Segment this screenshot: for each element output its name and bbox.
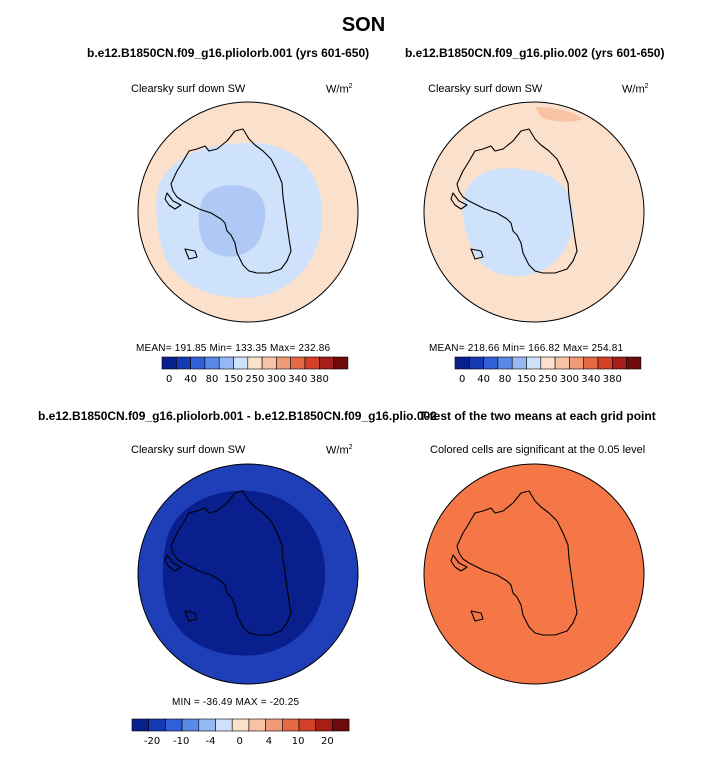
- colorbar-tick-label: 340: [581, 374, 600, 384]
- colorbar-absolute-left: 0 40 80 150 250 300 340 380: [161, 356, 349, 384]
- colorbar-tick-label: -20: [144, 736, 160, 746]
- colorbar-tick-label: 340: [288, 374, 307, 384]
- colorbar-swatch: [554, 356, 570, 370]
- colorbar-swatch: [204, 356, 220, 370]
- colorbar-swatch: [282, 718, 300, 732]
- colorbar-swatch: [233, 356, 249, 370]
- map-light-region: [462, 168, 574, 277]
- colorbar-tick-label: 4: [266, 736, 272, 746]
- map-plio: [423, 101, 645, 323]
- colorbar-swatch: [161, 356, 177, 370]
- units-label: W/m2: [622, 83, 649, 96]
- map-mid-region: [198, 185, 266, 257]
- units-label: W/m2: [326, 444, 353, 457]
- colorbar-tick-label: 0: [166, 374, 172, 384]
- colorbar-swatch: [181, 718, 200, 732]
- colorbar-tick-label: 380: [603, 374, 622, 384]
- colorbar-tick-label: -4: [205, 736, 215, 746]
- colorbar-swatch: [612, 356, 627, 370]
- colorbar-tick-label: 40: [184, 374, 197, 384]
- colorbar-swatch: [497, 356, 513, 370]
- stats-pliolorb: MEAN= 191.85 Min= 133.35 Max= 232.86: [136, 343, 331, 354]
- colorbar-swatch: [165, 718, 183, 732]
- colorbar-swatch: [626, 356, 642, 370]
- colorbar-swatch: [198, 718, 216, 732]
- colorbar-tick-label: 20: [321, 736, 334, 746]
- colorbar-swatch: [304, 356, 320, 370]
- colorbar-swatch: [215, 718, 233, 732]
- colorbar-tick-label: 80: [499, 374, 512, 384]
- colorbar-tick-label: 0: [237, 736, 243, 746]
- colorbar-swatch: [218, 356, 234, 370]
- colorbar-swatch: [148, 718, 166, 732]
- colorbar-swatch: [569, 356, 585, 370]
- colorbar-swatch: [265, 718, 283, 732]
- colorbar-tick-label: 250: [245, 374, 264, 384]
- ttest-note: Colored cells are significant at the 0.0…: [430, 444, 646, 456]
- antarctica-coastline: [450, 490, 578, 636]
- map-border: [137, 101, 359, 323]
- colorbar-tick-label: 300: [560, 374, 579, 384]
- colorbar-tick-label: 80: [206, 374, 219, 384]
- colorbar-difference: -20 -10 -4 0 4 10 20: [131, 718, 350, 746]
- stats-plio: MEAN= 218.66 Min= 166.82 Max= 254.81: [429, 343, 624, 354]
- colorbar-swatch: [261, 356, 277, 370]
- panel-title-plio: b.e12.B1850CN.f09_g16.plio.002 (yrs 601-…: [405, 46, 665, 60]
- antarctica-coastline: [164, 490, 292, 636]
- colorbar-swatch: [190, 356, 206, 370]
- antarctica-coastline: [164, 128, 292, 274]
- stats-difference: MIN = -36.49 MAX = -20.25: [172, 697, 300, 708]
- units-label: W/m2: [326, 83, 353, 96]
- map-difference: [137, 463, 359, 685]
- colorbar-swatch: [597, 356, 613, 370]
- colorbar-swatch: [454, 356, 470, 370]
- colorbar-swatch: [315, 718, 333, 732]
- colorbar-tick-label: 150: [224, 374, 243, 384]
- colorbar-swatch: [483, 356, 499, 370]
- colorbar-swatch: [332, 718, 350, 732]
- colorbar-swatch: [176, 356, 191, 370]
- colorbar-swatch: [333, 356, 349, 370]
- colorbar-swatch: [526, 356, 542, 370]
- colorbar-absolute-right: 0 40 80 150 250 300 340 380: [454, 356, 642, 384]
- colorbar-swatch: [319, 356, 334, 370]
- season-title: SON: [341, 14, 386, 36]
- colorbar-swatch: [131, 718, 150, 732]
- colorbar-swatch: [231, 718, 250, 732]
- colorbar-tick-label: 380: [310, 374, 329, 384]
- colorbar-swatch: [511, 356, 527, 370]
- map-pliolorb: [137, 101, 359, 323]
- variable-label: Clearsky surf down SW: [428, 83, 543, 95]
- colorbar-tick-label: 10: [292, 736, 305, 746]
- variable-label: Clearsky surf down SW: [131, 444, 246, 456]
- colorbar-swatch: [276, 356, 292, 370]
- colorbar-swatch: [469, 356, 484, 370]
- panel-title-difference: b.e12.B1850CN.f09_g16.pliolorb.001 - b.e…: [38, 409, 437, 423]
- colorbar-tick-label: 250: [538, 374, 557, 384]
- antarctica-coastline: [450, 128, 578, 274]
- colorbar-tick-label: 0: [459, 374, 465, 384]
- colorbar-tick-label: 300: [267, 374, 286, 384]
- colorbar-swatch: [540, 356, 556, 370]
- colorbar-tick-label: 40: [477, 374, 490, 384]
- colorbar-swatch: [583, 356, 599, 370]
- colorbar-swatch: [298, 718, 317, 732]
- map-significance-fill: [424, 464, 644, 684]
- colorbar-tick-label: 150: [517, 374, 536, 384]
- map-border: [137, 463, 359, 685]
- panel-title-pliolorb: b.e12.B1850CN.f09_g16.pliolorb.001 (yrs …: [87, 46, 370, 60]
- colorbar-swatch: [247, 356, 263, 370]
- variable-label: Clearsky surf down SW: [131, 83, 246, 95]
- panel-title-ttest: T-test of the two means at each grid poi…: [419, 409, 656, 423]
- map-inner-region: [162, 490, 326, 656]
- colorbar-swatch: [290, 356, 306, 370]
- map-border: [423, 101, 645, 323]
- map-border: [423, 463, 645, 685]
- colorbar-swatch: [248, 718, 266, 732]
- map-ttest: [423, 463, 645, 685]
- map-warm-region: [535, 107, 583, 122]
- colorbar-tick-label: -10: [173, 736, 189, 746]
